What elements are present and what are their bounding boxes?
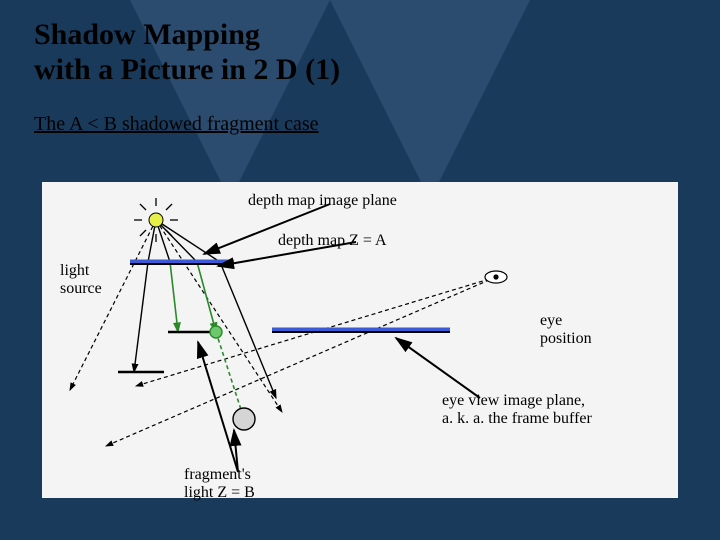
label-fragment-z: fragment's light Z = B — [184, 466, 255, 503]
label-depth-map-plane: depth map image plane — [248, 192, 397, 210]
light-ray-3b-green — [197, 262, 216, 332]
light-ray-3a — [156, 220, 197, 262]
light-ray-4b — [220, 262, 276, 398]
label-eye-position: eye position — [540, 312, 592, 349]
slide-title-line2: with a Picture in 2 D (1) — [34, 53, 340, 88]
eye-frustum-bottom — [106, 277, 496, 446]
light-ray-2b-green — [170, 262, 178, 332]
light-ray-4a — [156, 220, 220, 262]
eye-icon — [485, 271, 507, 283]
depth-hit-point — [210, 326, 222, 338]
callout-eye-plane — [396, 338, 480, 398]
light-ray-1b — [134, 262, 148, 372]
fragment-point — [233, 408, 255, 430]
diagram-panel: light source depth map image plane depth… — [42, 182, 678, 498]
label-light-source: light source — [60, 262, 102, 299]
label-eye-plane: eye view image plane, a. k. a. the frame… — [442, 392, 592, 429]
green-dashed-to-fragment — [216, 332, 244, 419]
light-source-icon — [134, 198, 178, 242]
slide-title-line1: Shadow Mapping — [34, 18, 340, 53]
title-block: Shadow Mapping with a Picture in 2 D (1)… — [34, 18, 340, 136]
label-depth-map-z: depth map Z = A — [278, 232, 387, 250]
slide-subtitle: The A < B shadowed fragment case — [34, 113, 340, 136]
